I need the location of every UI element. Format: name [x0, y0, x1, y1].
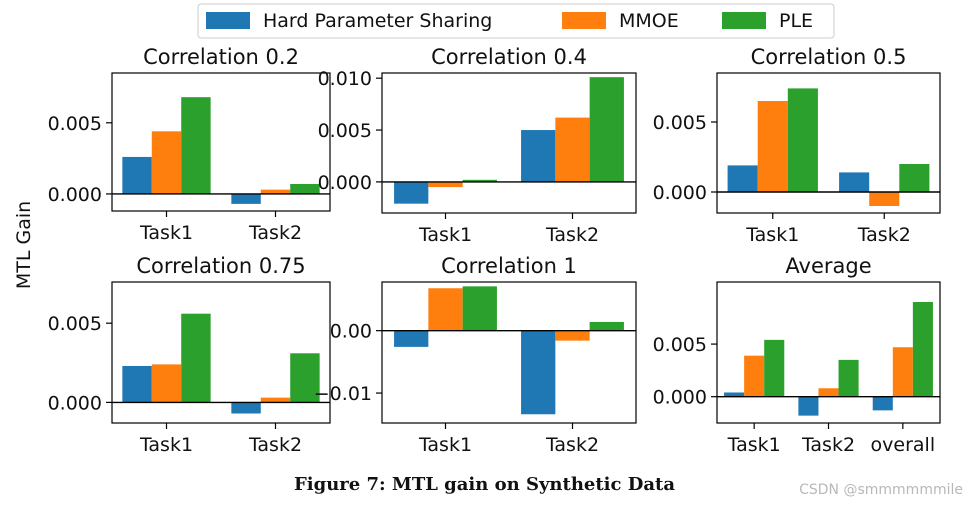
bar-ple-task2 [838, 359, 859, 397]
subplot-correlation-1: Correlation 1 −0.01 0.00 Task1 Task2 [314, 254, 637, 456]
legend-label-mmoe: MMOE [619, 10, 679, 32]
bar-mmoe-task1 [428, 181, 463, 188]
legend-frame [197, 3, 835, 39]
subplot-correlation-0-2: Correlation 0.2 0.000 0.005 Task1 Task2 [48, 45, 331, 244]
y-tick-label: −0.01 [314, 383, 372, 405]
legend-swatch-ple [722, 12, 766, 29]
bar-ple-task2 [899, 164, 930, 192]
plot-frame [381, 281, 637, 424]
x-tick-label: Task2 [545, 224, 599, 246]
bar-mmoe-overall [892, 347, 913, 397]
bar-ple-task2 [290, 183, 320, 194]
x-tick-label: Task1 [139, 434, 193, 456]
bar-ple-task2 [589, 321, 624, 331]
bar-mmoe-task2 [555, 330, 590, 341]
x-tick-label: Task1 [418, 434, 472, 456]
legend: Hard Parameter Sharing MMOE PLE [197, 3, 835, 39]
bar-hps-task2 [798, 396, 819, 416]
plot-frame [111, 281, 331, 424]
bar-hps-task1 [122, 156, 152, 194]
y-tick-label: 0.010 [318, 68, 372, 90]
y-tick-label: 0.000 [48, 184, 102, 206]
bar-hps-task2 [231, 402, 261, 414]
bar-mmoe-task1 [151, 131, 182, 194]
legend-swatch-mmoe [562, 12, 606, 29]
bar-mmoe-task2 [555, 117, 590, 182]
bar-hps-task2 [231, 193, 261, 204]
watermark: CSDN @smmmmmmile [799, 482, 963, 498]
bar-hps-task1 [394, 330, 429, 347]
subplot-title: Correlation 0.5 [751, 45, 907, 69]
bar-ple-task1 [787, 88, 818, 192]
y-tick-label: 0.000 [653, 182, 707, 204]
bar-hps-task1 [122, 365, 152, 403]
y-tick-label: 0.005 [653, 112, 707, 134]
y-tick-label: 0.005 [48, 313, 102, 335]
bar-hps-overall [872, 396, 893, 411]
y-tick-label: 0.005 [318, 120, 372, 142]
figure-caption: Figure 7: MTL gain on Synthetic Data [294, 474, 675, 495]
bar-hps-task2 [839, 172, 870, 192]
y-tick-label: 0.005 [48, 113, 102, 135]
bar-mmoe-task2 [869, 192, 900, 206]
x-tick-label: Task1 [418, 224, 472, 246]
x-tick-label: Task2 [801, 434, 855, 456]
bar-hps-task1 [724, 392, 745, 397]
x-tick-label: Task1 [139, 222, 193, 244]
x-tick-label: Task1 [745, 224, 799, 246]
y-tick-label: 0.00 [330, 321, 372, 343]
bar-mmoe-task1 [151, 364, 182, 403]
subplot-average: Average 0.000 0.005 Task1 Task2 overall [653, 254, 941, 456]
bar-mmoe-task2 [260, 397, 291, 403]
bar-ple-task1 [462, 286, 497, 331]
legend-label-hps: Hard Parameter Sharing [263, 10, 492, 32]
y-tick-label: 0.000 [653, 387, 707, 409]
y-tick-label: 0.000 [318, 172, 372, 194]
subplot-title: Correlation 0.4 [431, 45, 587, 69]
legend-label-ple: PLE [779, 10, 813, 32]
y-axis-label: MTL Gain [13, 201, 35, 289]
subplot-title: Correlation 1 [441, 254, 577, 278]
plot-frame [381, 72, 637, 214]
x-tick-label: Task2 [248, 434, 302, 456]
bar-ple-task2 [589, 77, 624, 182]
bar-ple-task1 [181, 97, 211, 194]
x-tick-label: Task1 [727, 434, 781, 456]
bar-ple-overall [912, 301, 933, 397]
plot-frame [111, 72, 331, 212]
x-tick-label: overall [871, 434, 936, 456]
x-tick-label: Task2 [545, 434, 599, 456]
bar-mmoe-task1 [757, 101, 788, 192]
bar-hps-task2 [521, 330, 556, 415]
x-tick-label: Task2 [857, 224, 911, 246]
bar-mmoe-task2 [818, 388, 839, 397]
bar-ple-task1 [181, 313, 211, 403]
y-tick-label: 0.000 [48, 392, 102, 414]
plot-frame [716, 72, 941, 214]
subplot-correlation-0-75: Correlation 0.75 0.000 0.005 Task1 Task2 [48, 254, 331, 456]
x-tick-label: Task2 [248, 222, 302, 244]
bar-hps-task1 [727, 165, 758, 192]
y-tick-label: 0.005 [653, 334, 707, 356]
bar-ple-task1 [462, 179, 497, 182]
subplot-title: Correlation 0.2 [143, 45, 299, 69]
subplot-title: Correlation 0.75 [136, 254, 305, 278]
legend-swatch-hps [206, 12, 250, 29]
subplot-title: Average [785, 254, 871, 278]
subplot-correlation-0-5: Correlation 0.5 0.000 0.005 Task1 Task2 [653, 45, 941, 246]
bar-mmoe-task1 [744, 355, 765, 397]
bar-hps-task2 [521, 130, 556, 182]
bar-hps-task1 [394, 181, 429, 204]
subplot-correlation-0-4: Correlation 0.4 0.000 0.005 0.010 Task1 Task2 [318, 45, 637, 246]
bar-mmoe-task1 [428, 288, 463, 331]
bar-ple-task2 [290, 353, 320, 403]
bar-ple-task1 [764, 339, 785, 397]
bar-mmoe-task2 [260, 189, 291, 194]
